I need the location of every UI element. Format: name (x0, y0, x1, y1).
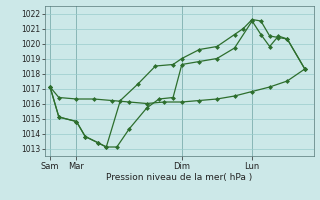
X-axis label: Pression niveau de la mer( hPa ): Pression niveau de la mer( hPa ) (106, 173, 252, 182)
